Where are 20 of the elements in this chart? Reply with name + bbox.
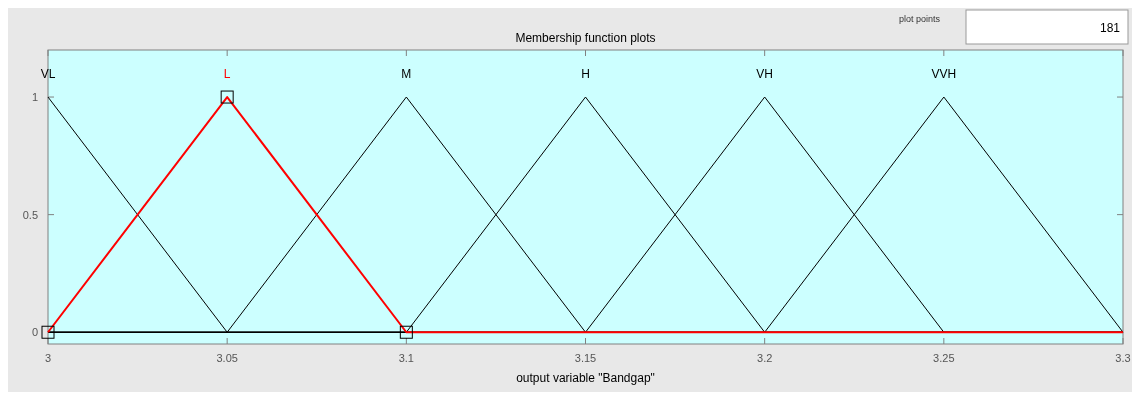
text: plot points (898, 14, 941, 24)
series-label: VL (40, 67, 56, 81)
text: 181 (1099, 21, 1121, 35)
x-tick-label: 3.3 (1115, 352, 1131, 364)
x-tick-label: 3.2 (757, 352, 773, 364)
y-tick-label: 0 (31, 326, 38, 339)
y-tick-label: 1 (31, 91, 38, 104)
x-tick-label: 3 (44, 352, 52, 364)
series-label: VH (756, 67, 773, 81)
x-tick-label: 3.05 (216, 352, 238, 364)
x-tick-label: 3.25 (933, 352, 955, 364)
y-tick-label: 0.5 (22, 208, 38, 221)
x-tick-label: 3.15 (574, 352, 597, 364)
series-label: L (223, 67, 231, 81)
series-label: M (401, 67, 412, 81)
chart-title: Membership function plots (515, 31, 656, 45)
x-axis-title: output variable "Bandgap" (516, 371, 655, 385)
series-label: H (581, 67, 590, 81)
series-label: VVH (931, 67, 957, 81)
x-tick-label: 3.1 (398, 352, 414, 364)
